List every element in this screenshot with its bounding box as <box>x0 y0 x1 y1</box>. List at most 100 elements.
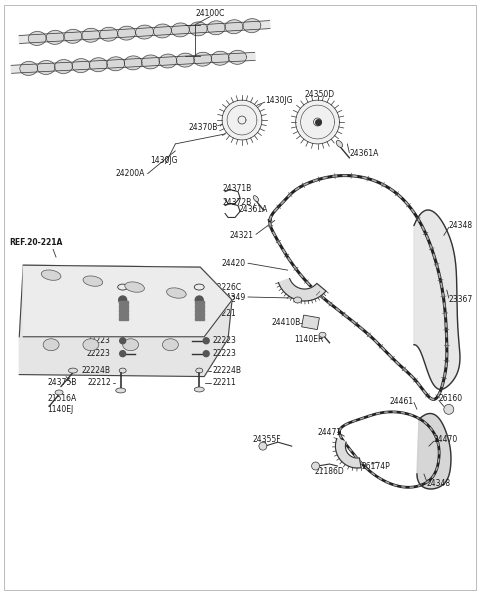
Bar <box>119 309 128 312</box>
Text: 24370B: 24370B <box>189 124 218 133</box>
Polygon shape <box>154 24 171 38</box>
Polygon shape <box>11 52 255 73</box>
Ellipse shape <box>294 297 301 303</box>
Polygon shape <box>171 23 189 37</box>
Text: 24350D: 24350D <box>304 90 335 99</box>
Text: 21186D: 21186D <box>314 468 344 477</box>
Text: 1430JG: 1430JG <box>151 156 178 165</box>
Polygon shape <box>20 61 37 76</box>
Text: 24348: 24348 <box>449 221 473 230</box>
Ellipse shape <box>119 368 126 373</box>
Polygon shape <box>82 29 100 42</box>
Polygon shape <box>243 19 261 33</box>
Circle shape <box>203 338 209 344</box>
Polygon shape <box>55 60 72 74</box>
Bar <box>119 317 128 320</box>
Ellipse shape <box>194 387 204 392</box>
Text: 1140ER: 1140ER <box>295 335 324 345</box>
Text: 22222: 22222 <box>212 296 236 305</box>
Text: 24375B: 24375B <box>47 378 76 387</box>
Polygon shape <box>64 29 82 43</box>
Circle shape <box>222 100 262 140</box>
Text: 24321: 24321 <box>230 231 254 240</box>
Bar <box>195 309 204 312</box>
Polygon shape <box>417 414 451 489</box>
Text: 22223: 22223 <box>212 349 236 358</box>
Text: 24355F: 24355F <box>253 435 282 444</box>
Polygon shape <box>278 278 326 301</box>
Polygon shape <box>46 30 64 45</box>
Ellipse shape <box>43 339 59 350</box>
Polygon shape <box>23 265 232 337</box>
Ellipse shape <box>41 270 61 280</box>
Polygon shape <box>228 51 246 64</box>
Polygon shape <box>194 52 212 66</box>
Text: 22224B: 22224B <box>82 366 111 375</box>
Ellipse shape <box>162 339 179 350</box>
Ellipse shape <box>167 288 186 298</box>
Circle shape <box>444 405 454 414</box>
Text: 22226C: 22226C <box>212 283 241 292</box>
Polygon shape <box>28 32 46 45</box>
Circle shape <box>119 296 127 304</box>
Text: 22223: 22223 <box>212 336 236 345</box>
Text: 24361A: 24361A <box>349 149 379 158</box>
Polygon shape <box>100 27 118 41</box>
Polygon shape <box>414 210 460 390</box>
Text: 24410B: 24410B <box>272 318 301 327</box>
Circle shape <box>120 338 126 344</box>
Polygon shape <box>142 55 159 69</box>
Polygon shape <box>19 21 270 43</box>
Bar <box>195 313 204 316</box>
Polygon shape <box>177 53 194 67</box>
Ellipse shape <box>55 390 63 395</box>
Text: 22223: 22223 <box>87 349 111 358</box>
Polygon shape <box>107 57 125 71</box>
Polygon shape <box>189 22 207 36</box>
Polygon shape <box>124 56 142 70</box>
Text: 26174P: 26174P <box>361 462 390 471</box>
Text: 24349: 24349 <box>222 293 246 302</box>
Text: 22212: 22212 <box>87 378 111 387</box>
Polygon shape <box>89 58 107 71</box>
Ellipse shape <box>253 196 259 202</box>
Ellipse shape <box>83 276 103 286</box>
Polygon shape <box>72 59 90 73</box>
Circle shape <box>120 350 126 356</box>
Polygon shape <box>136 25 154 39</box>
Text: 24361A: 24361A <box>238 205 267 214</box>
Polygon shape <box>211 51 229 65</box>
Text: 22222: 22222 <box>87 296 111 305</box>
Text: 21516A: 21516A <box>47 394 76 403</box>
Text: 22226C: 22226C <box>82 283 111 292</box>
Text: 1430JG: 1430JG <box>265 96 292 105</box>
Text: 26160: 26160 <box>439 394 463 403</box>
Polygon shape <box>159 54 177 68</box>
Text: 24372B: 24372B <box>222 198 252 207</box>
Bar <box>119 305 128 308</box>
Text: 22221: 22221 <box>87 309 111 318</box>
Text: 22223: 22223 <box>87 336 111 345</box>
Circle shape <box>312 462 320 470</box>
Bar <box>119 301 128 304</box>
Circle shape <box>203 350 209 356</box>
Circle shape <box>259 442 267 450</box>
Polygon shape <box>19 265 232 377</box>
Text: 24348: 24348 <box>427 480 451 488</box>
Text: 24200A: 24200A <box>116 169 145 178</box>
Text: 24420: 24420 <box>222 259 246 268</box>
Ellipse shape <box>196 368 203 373</box>
Text: REF.20-221A: REF.20-221A <box>9 239 63 248</box>
Polygon shape <box>118 26 135 40</box>
Text: 22211: 22211 <box>212 378 236 387</box>
Ellipse shape <box>336 140 343 148</box>
Text: 23367: 23367 <box>449 296 473 305</box>
Ellipse shape <box>125 282 144 292</box>
Ellipse shape <box>123 339 139 350</box>
Text: 24371B: 24371B <box>222 184 252 193</box>
Circle shape <box>195 296 203 304</box>
Bar <box>119 313 128 316</box>
Ellipse shape <box>69 368 77 373</box>
Polygon shape <box>37 61 55 74</box>
Ellipse shape <box>83 339 99 350</box>
